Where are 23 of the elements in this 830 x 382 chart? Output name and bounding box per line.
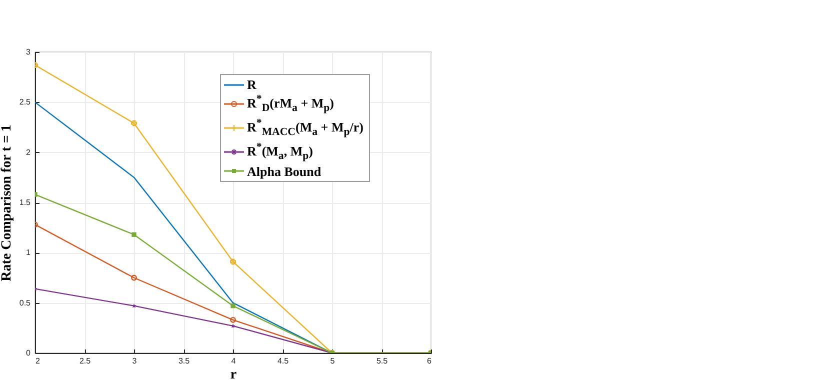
legend-label: R$^{*}$$_{D}$(rM$_{a}$ + M$_{p}$) <box>247 92 334 116</box>
x-tick-label: 4.5 <box>277 356 290 366</box>
legend-label: R <box>247 77 256 92</box>
y-tick-label: 1 <box>26 248 32 258</box>
x-tick-label: 3 <box>132 356 138 366</box>
y-axis-title: Rate Comparison for t = 1 <box>0 124 14 282</box>
x-axis-title: r <box>230 368 237 382</box>
x-tick-label: 3.5 <box>178 356 190 366</box>
legend-label: R$^{*}$(M$_{a}$, M$_{p}$) <box>247 140 313 164</box>
y-tick-label: 1.5 <box>19 198 32 207</box>
x-tick-label: 4 <box>231 356 236 366</box>
x-tick-label: 2 <box>36 356 40 366</box>
x-tick-label: 5 <box>330 356 336 366</box>
y-tick-label: 0.5 <box>19 298 32 308</box>
y-tick-label: 3 <box>26 48 32 56</box>
legend-label: Alpha Bound <box>247 164 322 179</box>
y-tick-label: 0 <box>26 348 32 358</box>
legend-label: R$^{*}$$_{MACC}$(M$_{a}$ + M$_{p}$/r) <box>247 116 364 140</box>
x-tick-label: 2.5 <box>79 356 92 366</box>
x-tick-label: 6 <box>427 356 432 366</box>
y-tick-label: 2 <box>26 148 32 157</box>
x-tick-label: 5.5 <box>376 356 388 366</box>
y-tick-label: 2.5 <box>19 98 32 107</box>
